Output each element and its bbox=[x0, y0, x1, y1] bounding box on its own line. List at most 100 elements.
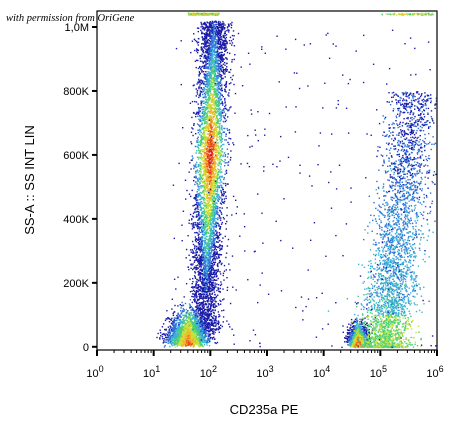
event-dot bbox=[197, 27, 200, 29]
event-dot bbox=[199, 60, 202, 62]
event-dot bbox=[205, 251, 208, 253]
event-dot bbox=[204, 248, 206, 250]
event-dot bbox=[209, 26, 211, 28]
event-dot bbox=[203, 106, 205, 109]
event-dot bbox=[213, 38, 215, 41]
event-dot bbox=[206, 66, 209, 69]
event-dot bbox=[212, 258, 214, 261]
event-dot bbox=[216, 82, 219, 85]
event-dot bbox=[191, 249, 193, 251]
event-dot bbox=[214, 151, 216, 154]
event-dot bbox=[218, 67, 221, 69]
event-dot bbox=[203, 65, 206, 68]
event-dot bbox=[202, 295, 204, 297]
event-dot bbox=[215, 123, 218, 126]
event-dot bbox=[213, 42, 215, 44]
event-dot bbox=[207, 231, 209, 233]
event-dot bbox=[207, 185, 209, 187]
event-dot bbox=[216, 186, 219, 188]
event-dot bbox=[200, 91, 202, 93]
event-dot bbox=[220, 38, 223, 40]
event-dot bbox=[211, 22, 213, 24]
event-dot bbox=[202, 106, 204, 108]
event-dot bbox=[199, 239, 202, 241]
event-dot bbox=[207, 264, 209, 266]
event-dot bbox=[214, 88, 216, 90]
event-dot bbox=[216, 117, 218, 119]
event-dot bbox=[208, 183, 211, 185]
event-dot bbox=[204, 26, 206, 29]
event-dot bbox=[208, 242, 210, 244]
event-dot bbox=[226, 41, 228, 43]
event-dot bbox=[217, 241, 219, 243]
event-dot bbox=[222, 274, 224, 277]
event-dot bbox=[213, 235, 215, 237]
event-dot bbox=[190, 143, 193, 145]
event-dot bbox=[210, 46, 212, 48]
event-dot bbox=[212, 23, 214, 25]
event-dot bbox=[217, 303, 219, 305]
event-dot bbox=[219, 99, 221, 101]
event-dot bbox=[205, 122, 207, 125]
event-dot bbox=[218, 96, 220, 98]
event-dot bbox=[222, 321, 224, 323]
event-dot bbox=[208, 88, 210, 90]
event-dot bbox=[208, 310, 210, 312]
event-dot bbox=[208, 297, 211, 299]
event-dot bbox=[213, 153, 215, 155]
event-dot bbox=[205, 186, 208, 189]
event-dot bbox=[218, 253, 220, 256]
event-dot bbox=[197, 309, 200, 312]
event-dot bbox=[209, 278, 212, 280]
event-dot bbox=[218, 313, 220, 316]
event-dot bbox=[209, 165, 212, 167]
event-dot bbox=[198, 38, 200, 40]
event-dot bbox=[218, 147, 220, 150]
event-dot bbox=[196, 251, 198, 253]
event-dot bbox=[225, 45, 227, 47]
event-dot bbox=[213, 291, 216, 293]
event-dot bbox=[210, 157, 212, 159]
event-dot bbox=[216, 104, 218, 106]
event-dot bbox=[208, 75, 211, 77]
event-dot bbox=[209, 116, 212, 118]
event-dot bbox=[203, 139, 206, 141]
event-dot bbox=[223, 198, 226, 200]
event-dot bbox=[213, 226, 215, 228]
event-dot bbox=[194, 246, 196, 248]
event-dot bbox=[214, 32, 216, 35]
event-dot bbox=[208, 232, 210, 234]
event-dot bbox=[219, 21, 222, 23]
event-dot bbox=[206, 33, 209, 35]
event-dot bbox=[210, 148, 213, 150]
event-dot bbox=[214, 293, 216, 296]
event-dot bbox=[198, 227, 200, 229]
event-dot bbox=[212, 172, 215, 174]
event-dot bbox=[199, 289, 201, 291]
event-dot bbox=[205, 74, 207, 76]
event-dot bbox=[199, 276, 202, 278]
event-dot bbox=[217, 277, 219, 280]
event-dot bbox=[197, 59, 199, 62]
event-dot bbox=[213, 133, 215, 135]
event-dot bbox=[211, 164, 213, 166]
event-dot bbox=[213, 76, 216, 78]
event-dot bbox=[218, 112, 221, 114]
event-dot bbox=[197, 299, 199, 302]
event-dot bbox=[199, 204, 201, 206]
event-dot bbox=[217, 72, 219, 74]
event-dot bbox=[198, 108, 200, 110]
event-dot bbox=[213, 141, 216, 144]
event-dot bbox=[212, 260, 214, 262]
event-dot bbox=[199, 81, 201, 83]
event-dot bbox=[207, 291, 210, 293]
event-dot bbox=[194, 276, 196, 278]
event-dot bbox=[214, 259, 216, 261]
event-dot bbox=[205, 284, 208, 287]
event-dot bbox=[222, 26, 225, 28]
event-dot bbox=[203, 275, 205, 277]
event-dot bbox=[204, 60, 206, 62]
event-dot bbox=[232, 142, 234, 144]
event-dot bbox=[209, 259, 211, 262]
event-dot bbox=[200, 143, 203, 145]
